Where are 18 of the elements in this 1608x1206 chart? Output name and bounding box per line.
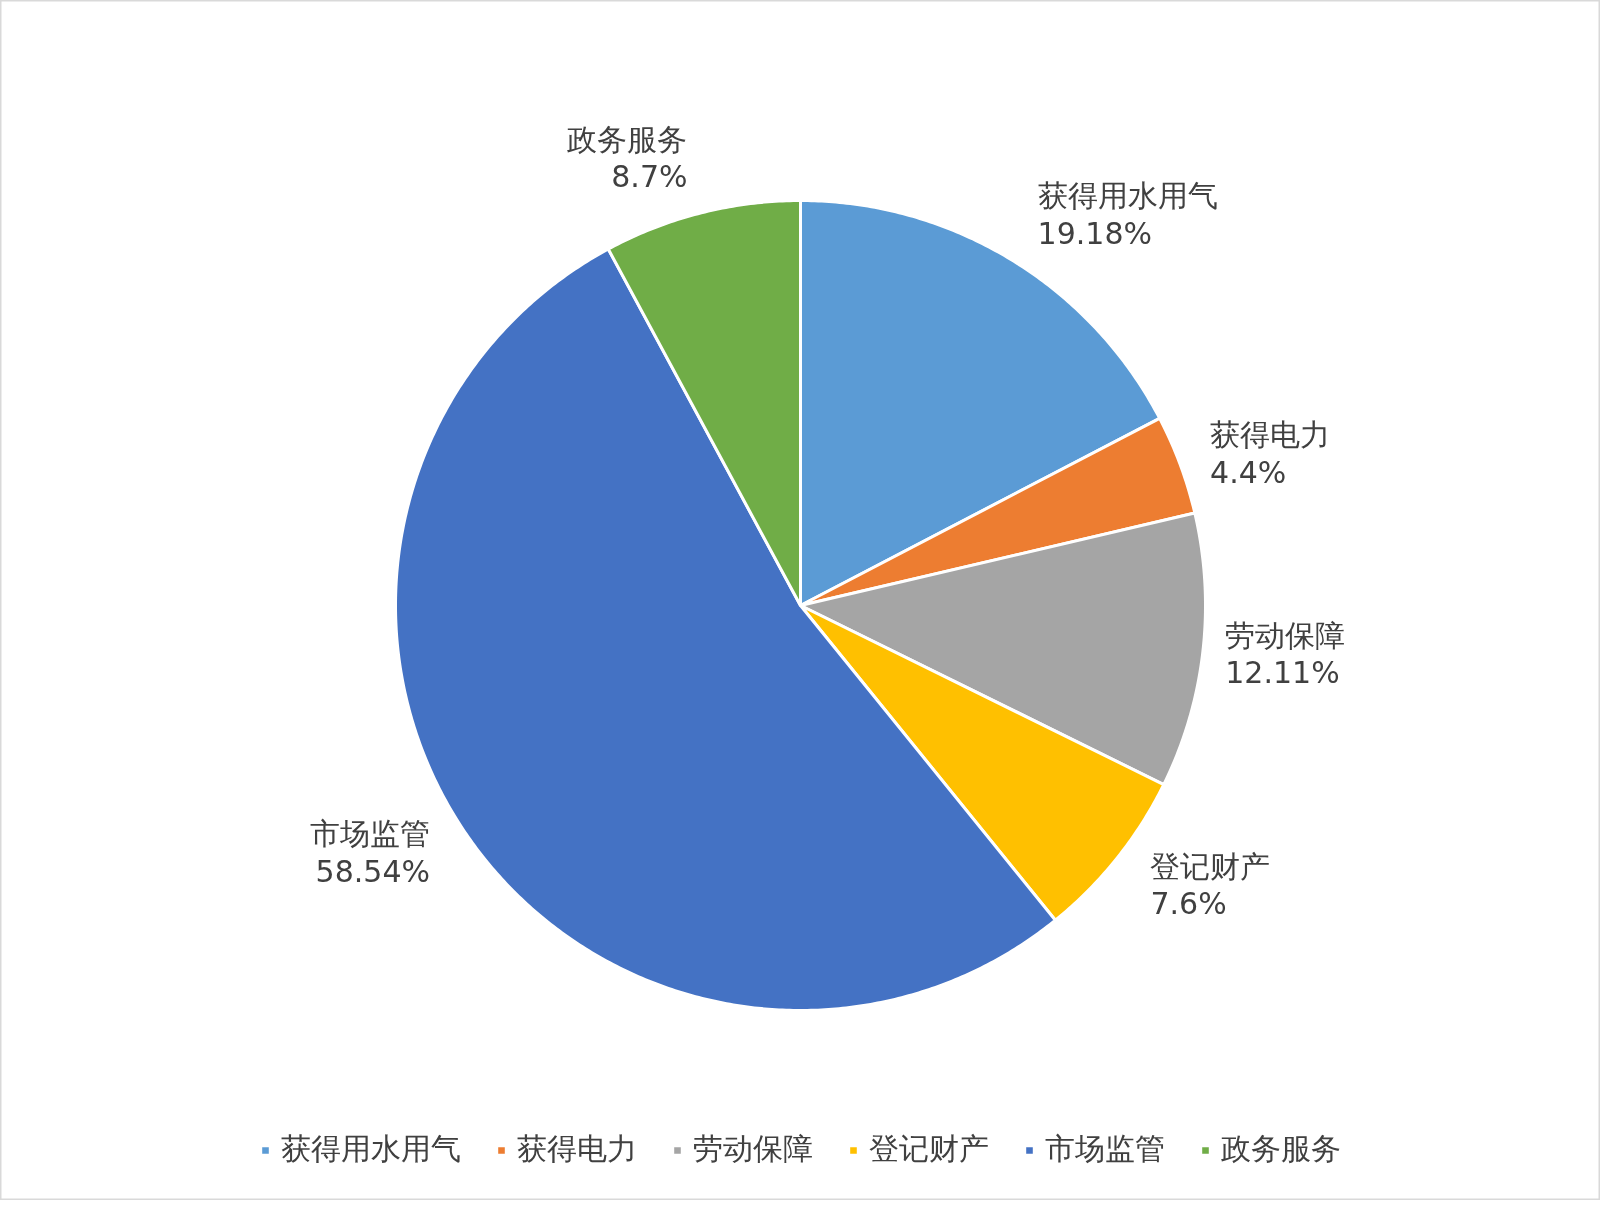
legend-label: 获得用水用气 (281, 1130, 461, 1168)
slice-label: 劳动保障 (1225, 617, 1346, 653)
slice-label: 政务服务 (567, 121, 688, 157)
legend-label: 登记财产 (869, 1130, 989, 1168)
slice-label: 登记财产 (1150, 848, 1271, 884)
legend-label: 获得电力 (517, 1130, 637, 1168)
slice-label: 获得电力 (1210, 417, 1331, 453)
data-label: 4.4% (1210, 454, 1287, 490)
data-label: 8.7% (611, 159, 688, 195)
data-label: 58.54% (315, 853, 430, 889)
data-label: 7.6% (1150, 886, 1227, 922)
legend-label: 市场监管 (1045, 1130, 1165, 1168)
legend-label: 劳动保障 (693, 1130, 813, 1168)
data-label: 19.18% (1037, 215, 1152, 251)
legend-label: 政务服务 (1221, 1130, 1341, 1168)
slice-label: 获得用水用气 (1037, 178, 1218, 214)
slice-label: 市场监管 (310, 816, 430, 852)
data-label: 12.11% (1225, 655, 1340, 691)
